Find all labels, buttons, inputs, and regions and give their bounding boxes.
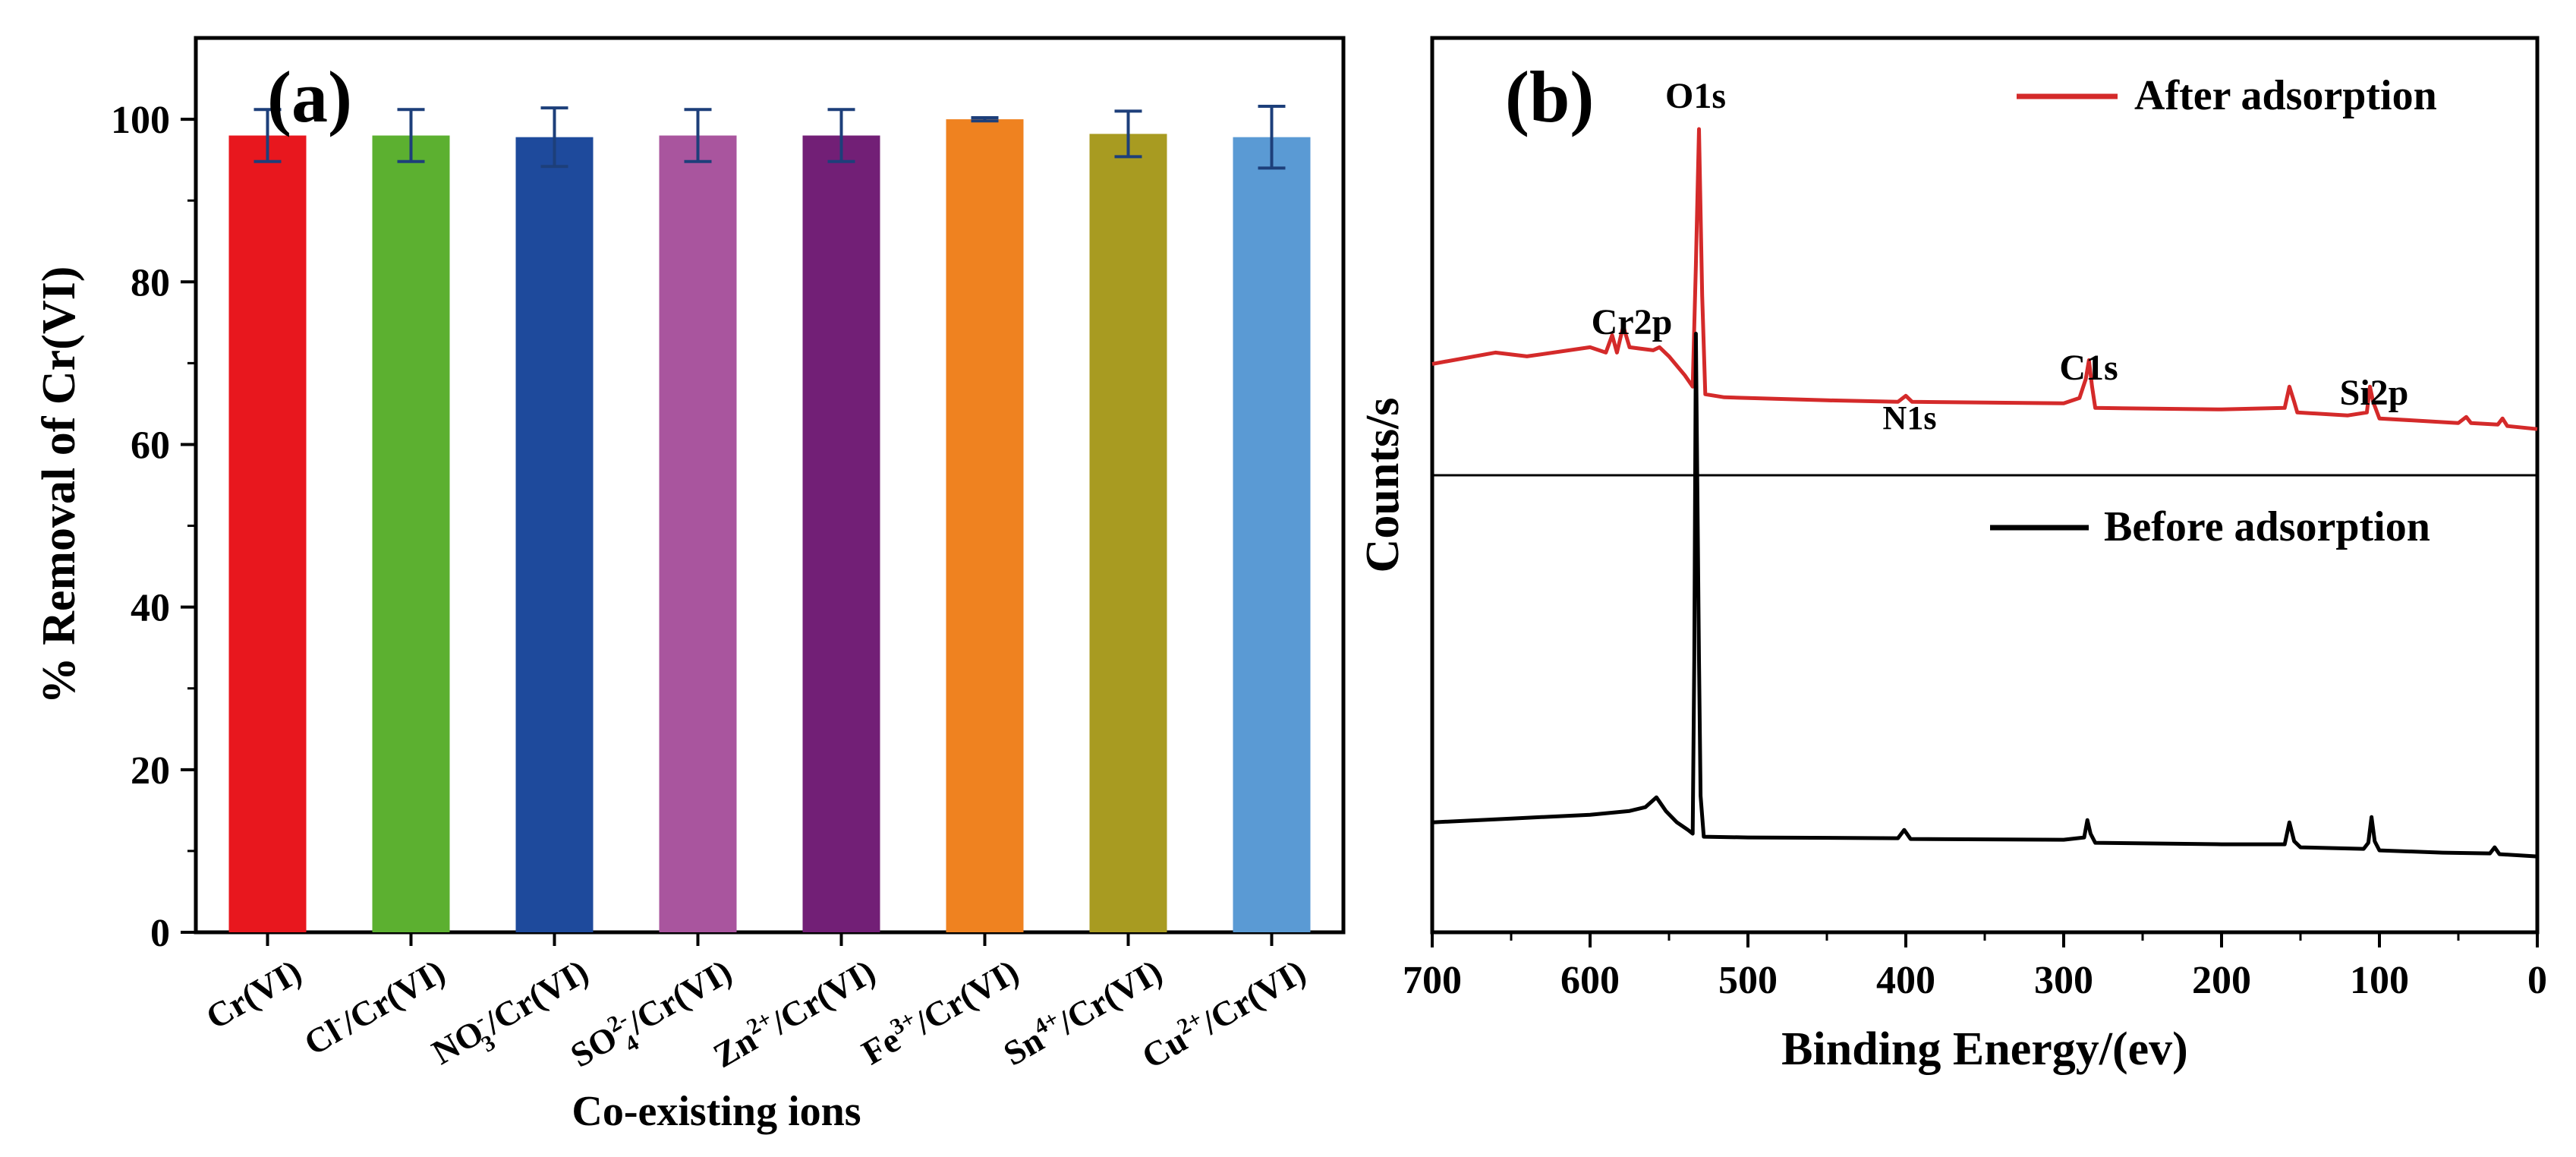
- svg-text:Cu2+/Cr(VI): Cu2+/Cr(VI): [1134, 950, 1312, 1076]
- bar: [372, 135, 450, 933]
- x-tick-label: 200: [2192, 959, 2251, 1002]
- x-tick-label: 500: [1718, 959, 1778, 1002]
- panel-a-label: (a): [267, 56, 352, 137]
- x-tick-label: Cl-/Cr(VI): [297, 950, 452, 1063]
- bar: [802, 135, 880, 933]
- x-tick-label: 0: [2527, 959, 2547, 1002]
- y-tick-label: 40: [131, 587, 170, 630]
- bar: [1233, 137, 1311, 933]
- bar: [228, 135, 307, 933]
- svg-text:Fe3+/Cr(VI): Fe3+/Cr(VI): [854, 950, 1025, 1072]
- y-tick-label: 80: [131, 261, 170, 304]
- panel-b-line-chart: 700 600 500 400 300 200 100 0 (b) Counts/s Bind…: [1357, 36, 2547, 1075]
- legend-before: Before adsorption: [1990, 503, 2430, 550]
- bar: [1089, 134, 1167, 932]
- x-tick-label: Zn2+/Cr(VI): [706, 950, 882, 1075]
- bar: [946, 119, 1024, 932]
- bar: [515, 137, 594, 933]
- panel-a-bar-chart: 0 20 40 60 80 100 Cr(VI)Cl-/Cr(VI)NO-3/Cr(VI)…: [33, 36, 1346, 1135]
- x-tick-label: 700: [1403, 959, 1462, 1002]
- panel-a-y-axis-label: % Removal of Cr(VI): [33, 266, 85, 705]
- x-tick-label: SO2-4/Cr(VI): [562, 950, 743, 1083]
- panel-b-frame: [1430, 36, 2540, 935]
- panel-a-x-axis-label: Co-existing ions: [572, 1088, 861, 1135]
- y-tick-label: 60: [131, 424, 170, 467]
- y-tick-label: 20: [131, 749, 170, 793]
- legend-before-label: Before adsorption: [2104, 503, 2430, 550]
- x-tick-label: 600: [1560, 959, 1620, 1002]
- y-tick-label: 0: [150, 912, 170, 955]
- panel-b-x-axis-label: Binding Energy/(ev): [1781, 1023, 2188, 1075]
- peak-label-c1s: C1s: [2059, 348, 2118, 388]
- x-tick-label: Cu2+/Cr(VI): [1134, 950, 1312, 1077]
- x-tick-label: NO-3/Cr(VI): [424, 950, 600, 1080]
- svg-text:NO-3/Cr(VI): NO-3/Cr(VI): [424, 950, 600, 1080]
- x-tick-label: 400: [1876, 959, 1935, 1002]
- x-tick-label: Cr(VI): [200, 952, 308, 1037]
- peak-label-n1s: N1s: [1883, 399, 1937, 437]
- panel-a-frame: [194, 36, 1346, 935]
- svg-text:Cl-/Cr(VI): Cl-/Cr(VI): [297, 950, 452, 1063]
- panel-b-label: (b): [1505, 56, 1594, 137]
- x-tick-label: Fe3+/Cr(VI): [854, 950, 1025, 1073]
- bar: [659, 135, 737, 933]
- y-tick-label: 100: [111, 99, 170, 142]
- peak-label-cr2p: Cr2p: [1592, 302, 1673, 342]
- legend-after-label: After adsorption: [2134, 72, 2437, 119]
- x-tick-label: 100: [2350, 959, 2409, 1002]
- svg-text:Cr(VI): Cr(VI): [200, 952, 308, 1037]
- series-line-after: [1431, 127, 2538, 431]
- peak-label-o1s: O1s: [1665, 76, 1726, 116]
- x-tick-label: 300: [2034, 959, 2093, 1002]
- series-line-before: [1431, 332, 2538, 859]
- legend-after: After adsorption: [2017, 72, 2437, 119]
- svg-text:Zn2+/Cr(VI): Zn2+/Cr(VI): [706, 950, 882, 1075]
- svg-text:SO2-4/Cr(VI): SO2-4/Cr(VI): [562, 950, 743, 1083]
- peak-label-si2p: Si2p: [2340, 373, 2409, 413]
- panel-b-y-axis-label: Counts/s: [1357, 398, 1409, 573]
